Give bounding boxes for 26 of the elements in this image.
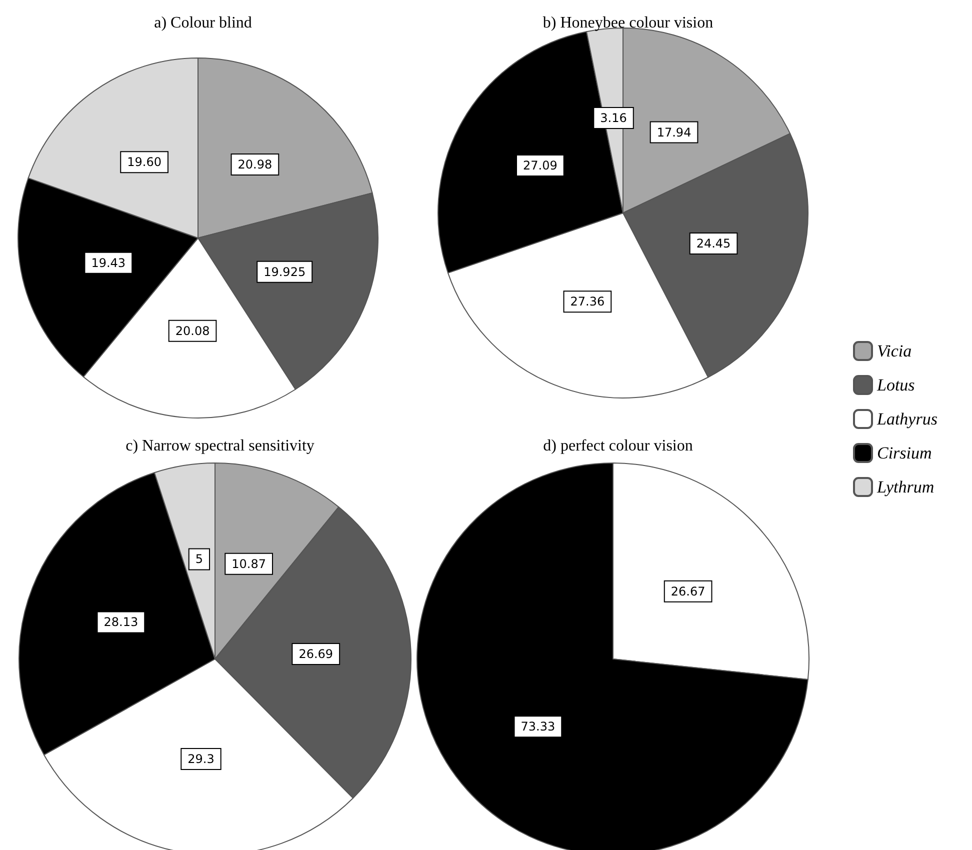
data-label: 29.3 [188, 752, 214, 766]
chart-title: a) Colour blind [154, 14, 252, 32]
data-label: 19.43 [91, 256, 126, 270]
data-label: 27.09 [523, 158, 558, 172]
data-label: 19.925 [264, 264, 306, 279]
data-label: 73.33 [520, 720, 556, 734]
chart-title: b) Honeybee colour vision [542, 14, 714, 32]
data-label: 28.13 [104, 615, 138, 630]
chart-title: d) perfect colour vision [543, 438, 693, 454]
legend-label: Cirsium [877, 444, 932, 462]
legend-label: Lathyrus [876, 410, 938, 428]
data-label: 10.87 [232, 556, 266, 571]
data-label: 17.94 [656, 125, 692, 140]
data-label: 5 [195, 552, 204, 566]
data-label: 27.36 [570, 294, 605, 309]
legend-label: Lythrum [876, 478, 934, 496]
data-label: 24.45 [696, 236, 731, 250]
chart-title: c) Narrow spectral sensitivity [126, 438, 314, 454]
data-label: 3.16 [600, 110, 627, 125]
data-label: 19.60 [127, 155, 162, 170]
data-label: 26.67 [670, 584, 706, 598]
legend-label: Lotus [876, 376, 916, 394]
data-label: 26.69 [298, 647, 334, 662]
data-label: 20.08 [175, 324, 210, 338]
legend-label: Vicia [877, 342, 912, 360]
data-label: 20.98 [238, 157, 272, 172]
